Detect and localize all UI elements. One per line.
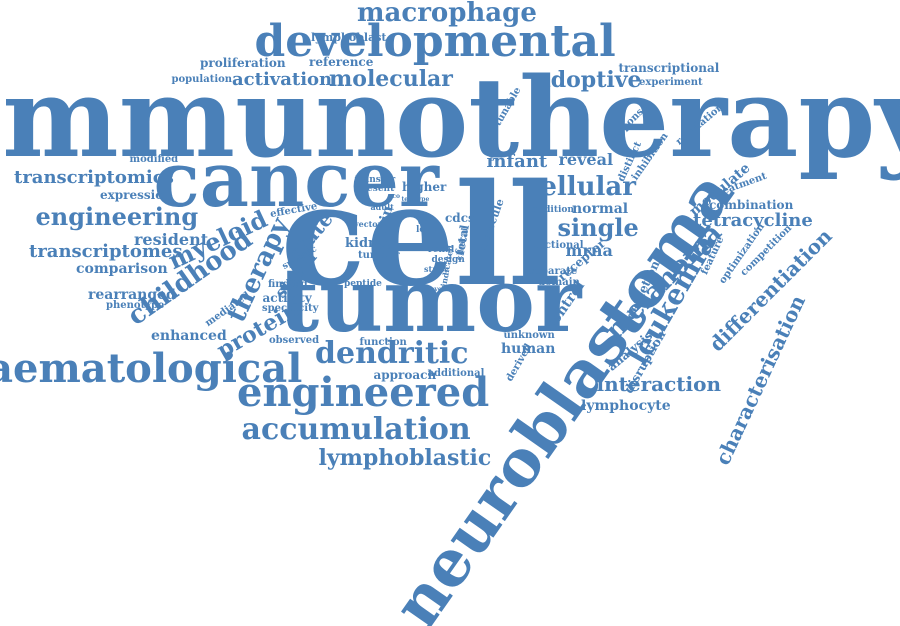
word-macrophage: macrophage (357, 0, 537, 26)
word-infant: infant (487, 153, 548, 171)
word-transcriptional: transcriptional (619, 62, 720, 74)
word-eco: eco (389, 194, 400, 200)
word-work: work (418, 218, 437, 225)
word-vector: vector (354, 220, 382, 228)
word-separate: separate (529, 267, 577, 277)
word-molecular: molecular (329, 68, 453, 90)
word-test: test (402, 197, 415, 203)
word-proliferation: proliferation (200, 57, 286, 69)
word-additional: additional (428, 369, 485, 379)
word-accumulation: accumulation (242, 415, 471, 445)
word-reveal: reveal (559, 152, 614, 168)
word-tumour: tumour (358, 251, 400, 261)
word-expression: expression (100, 189, 172, 201)
word-lymphoblastic: lymphoblastic (319, 447, 492, 469)
word-b: b (490, 157, 494, 163)
word-novel: novel (426, 287, 444, 293)
word-transcriptomics: transcriptomics (14, 169, 174, 187)
word-finding: finding (268, 280, 308, 290)
word-resident: resident (134, 232, 208, 248)
word-comparison: comparison (76, 262, 168, 276)
word-type: type (415, 197, 429, 203)
word-higher: higher (402, 181, 446, 193)
word-addition: addition (532, 206, 574, 215)
word-interaction: interaction (597, 374, 722, 394)
word-observed: observed (269, 336, 319, 346)
word-level: level (416, 226, 440, 235)
word-enhanced: enhanced (151, 329, 227, 343)
word-specificity: specificity (262, 304, 318, 314)
word-normal: normal (572, 202, 628, 216)
word-phenotype: phenotype (106, 301, 164, 311)
word-engineered: engineered (237, 373, 489, 413)
word-population: population (172, 75, 233, 85)
word-engineering: engineering (36, 205, 199, 229)
word-reference: reference (309, 56, 373, 68)
word-peptide: peptide (344, 280, 382, 289)
word-adult: adult (371, 203, 394, 211)
word-unknown: unknown (504, 331, 555, 341)
word-activation: activation (232, 71, 332, 89)
word-function: function (360, 338, 407, 348)
word-lymphocyte: lymphocyte (581, 399, 671, 413)
word-combination: combination (709, 199, 793, 211)
word-domain: domain (538, 278, 580, 288)
word-functional: functional (526, 241, 584, 251)
word-cdcs: cdcs (445, 212, 475, 224)
word-lymphoblast: lymphoblast (311, 32, 387, 43)
word-experiment: experiment (639, 78, 703, 88)
word-modified: modified (130, 155, 179, 165)
